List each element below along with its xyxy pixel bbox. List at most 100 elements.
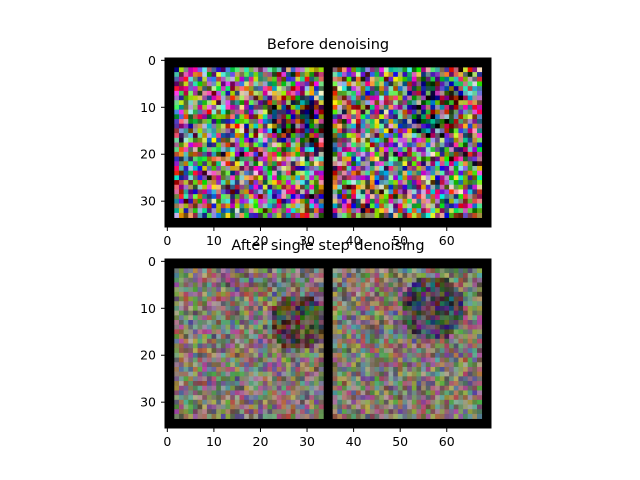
pixel [360,189,366,195]
pixel [290,170,296,176]
pixel [355,137,361,143]
pixel [435,273,441,279]
pixel [262,385,268,391]
pixel [295,67,301,73]
pixel [216,180,222,186]
pixel [290,165,296,172]
pixel [262,184,268,190]
pixel [183,324,189,330]
pixel [332,287,338,293]
pixel [272,76,278,82]
pixel [197,301,203,307]
pixel [178,76,184,82]
pixel [407,72,413,78]
pixel [276,95,282,101]
pixel [411,100,417,106]
pixel [472,147,478,153]
pixel [337,184,343,190]
x-tick-label: 10 [206,434,222,449]
pixel [290,371,296,377]
pixel [183,390,189,396]
pixel [248,90,254,96]
pixel [453,338,459,344]
pixel [425,273,431,279]
pixel [439,395,445,401]
pixel [253,395,259,401]
pixel [411,189,417,195]
pixel [234,413,240,419]
pixel [230,310,236,316]
pixel [225,338,231,344]
pixel [183,282,189,288]
pixel [309,165,315,172]
pixel [318,399,324,405]
pixel [262,305,268,311]
pixel [411,76,417,82]
pixel [276,381,282,387]
pixel [463,90,469,96]
pixel [453,399,459,405]
pixel [407,175,413,181]
pixel [300,366,306,373]
pixel [397,137,403,143]
pixel [220,90,226,96]
pixel [341,362,347,368]
pixel [439,208,445,214]
pixel [192,189,198,195]
pixel [355,198,361,204]
pixel [388,81,394,87]
pixel [346,147,352,153]
pixel [402,320,408,326]
pixel [211,165,217,172]
pixel [192,170,198,176]
pixel [407,385,413,391]
pixel [458,104,464,110]
pixel [374,104,380,110]
pixel [188,104,194,110]
pixel [467,338,473,344]
pixel [435,324,441,330]
pixel [467,156,473,162]
pixel [276,128,282,134]
pixel [430,334,436,340]
pixel [206,404,212,410]
pixel [458,86,464,92]
pixel [211,123,217,129]
pixel [351,366,357,373]
pixel [253,128,259,134]
pixel [258,324,264,330]
pixel [202,128,208,134]
pixel [248,273,254,279]
pixel [346,413,352,419]
pixel [351,90,357,96]
pixel [383,338,389,344]
pixel [341,119,347,125]
pixel [365,114,371,120]
pixel [234,175,240,181]
pixel [416,123,422,129]
pixel [397,133,403,139]
pixel [258,123,264,129]
pixel [463,409,469,415]
pixel [192,165,198,172]
pixel [369,310,375,316]
pixel [458,156,464,162]
pixel [449,366,455,373]
pixel [411,357,417,363]
pixel [216,147,222,153]
pixel [472,395,478,401]
pixel [281,114,287,120]
pixel [318,352,324,358]
pixel [444,123,450,129]
pixel [225,329,231,335]
pixel [281,100,287,106]
pixel [411,151,417,157]
pixel [346,343,352,349]
pixel [430,67,436,73]
pixel [346,376,352,382]
pixel [304,67,310,73]
pixel [421,119,427,125]
pixel [402,184,408,190]
pixel [262,109,268,115]
pixel [239,409,245,415]
